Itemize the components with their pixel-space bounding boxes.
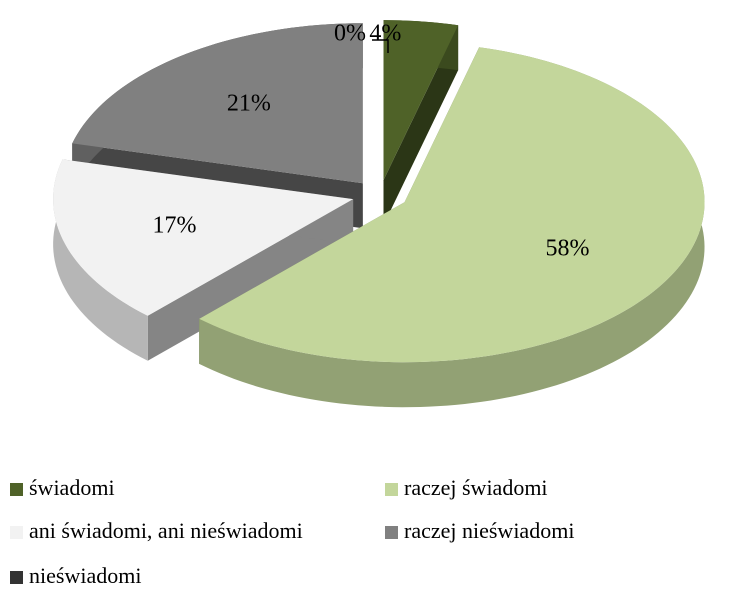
- data-label: 0%: [334, 21, 366, 47]
- data-label: 58%: [546, 235, 590, 261]
- slice-wall: [383, 25, 459, 226]
- leader-line: [372, 39, 389, 53]
- legend-label: nieświadomi: [29, 563, 141, 588]
- data-label: 4%: [369, 21, 401, 47]
- pie-slice: [199, 47, 705, 408]
- legend-swatch: [385, 526, 398, 539]
- pie-slice: [383, 20, 459, 226]
- slice-side: [53, 159, 148, 361]
- slice-top: [199, 47, 705, 363]
- slice-top: [53, 159, 354, 316]
- slice-top: [72, 23, 363, 184]
- pie-slice: [53, 159, 354, 361]
- legend-swatch: [10, 526, 23, 539]
- slice-side: [199, 47, 705, 408]
- legend-swatch: [10, 571, 23, 584]
- legend-label: raczej świadomi: [404, 475, 548, 500]
- legend-swatch: [10, 483, 23, 496]
- slice-wall: [147, 199, 354, 361]
- legend-label: raczej nieświadomi: [404, 518, 574, 543]
- slice-top: [383, 20, 459, 181]
- legend-label: ani świadomi, ani nieświadomi: [29, 518, 303, 543]
- data-label: 21%: [227, 90, 271, 116]
- legend-swatch: [385, 483, 398, 496]
- legend-label: świadomi: [29, 475, 115, 500]
- data-label: 17%: [152, 212, 196, 238]
